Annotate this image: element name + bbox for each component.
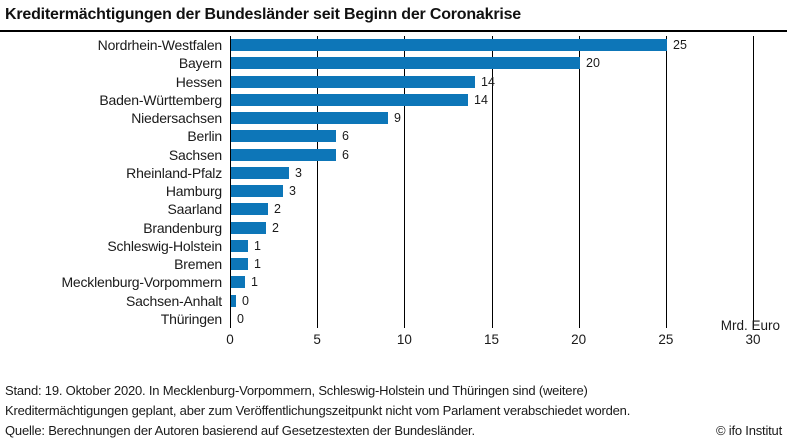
category-label: Berlin (187, 128, 222, 145)
value-label: 14 (474, 92, 488, 107)
x-tick-label-30: 30 (745, 332, 761, 347)
gridline-x-15 (491, 36, 493, 328)
bar-schleswig-holstein (231, 239, 248, 252)
bar-rheinland-pfalz (231, 166, 289, 179)
gridline-x-10 (404, 36, 406, 328)
category-label: Baden-Württemberg (99, 91, 222, 108)
value-label: 9 (394, 111, 401, 125)
category-label: Hamburg (165, 183, 222, 199)
bar-hamburg (231, 185, 283, 198)
category-label: Niedersachsen (131, 110, 222, 126)
x-axis-unit-label: Mrd. Euro (720, 318, 780, 333)
category-label: Mecklenburg-Vorpommern (61, 274, 222, 291)
x-tick-label-20: 20 (571, 332, 587, 347)
category-label: Bayern (178, 55, 222, 72)
source-note: Quelle: Berechnungen der Autoren basiere… (5, 423, 475, 438)
bar-saarland (231, 203, 268, 216)
bar-sachsen (231, 148, 336, 161)
value-label: 3 (289, 184, 296, 198)
gridline-x-25 (665, 36, 667, 328)
x-tick-label-10: 10 (396, 332, 412, 347)
value-label: 2 (272, 220, 279, 235)
chart-title: Kreditermächtigungen der Bundesländer se… (5, 6, 522, 23)
x-tick-label-5: 5 (313, 332, 321, 347)
bar-bayern (231, 57, 580, 70)
gridline-x-20 (578, 36, 580, 328)
category-label: Sachsen-Anhalt (125, 292, 222, 309)
gridline-x-0 (230, 36, 231, 328)
category-label: Thüringen (160, 310, 222, 327)
value-label: 3 (295, 165, 302, 180)
gridline-x-5 (317, 36, 319, 328)
bar-hessen (231, 75, 475, 88)
x-tick-label-15: 15 (483, 332, 500, 347)
copyright-credit: © ifo Institut (715, 423, 782, 438)
value-label: 1 (251, 275, 258, 290)
value-label: 6 (342, 147, 349, 162)
bar-brandenburg (231, 221, 266, 234)
category-label: Bremen (174, 256, 222, 272)
title-divider (0, 30, 787, 32)
x-tick-label-25: 25 (658, 332, 674, 347)
value-label: 2 (274, 202, 281, 217)
category-label: Hessen (175, 73, 222, 90)
bar-nordrhein-westfalen (231, 39, 667, 52)
value-label: 0 (237, 311, 244, 326)
value-label: 14 (481, 74, 495, 89)
value-label: 25 (673, 38, 687, 52)
value-label: 0 (242, 293, 249, 308)
value-label: 1 (254, 238, 261, 253)
footnote-line-1: Stand: 19. Oktober 2020. In Mecklenburg-… (5, 383, 588, 398)
footnote: Stand: 19. Oktober 2020. In Mecklenburg-… (5, 381, 782, 441)
bar-niedersachsen (231, 112, 388, 125)
category-label: Schleswig-Holstein (107, 237, 222, 254)
gridline-x-30 (753, 36, 754, 328)
bar-sachsen-anhalt (231, 294, 236, 307)
footnote-line-2: Kreditermächtigungen geplant, aber zum V… (5, 403, 631, 418)
bar-berlin (231, 130, 336, 143)
category-label: Rheinland-Pfalz (126, 164, 222, 181)
value-label: 1 (254, 257, 261, 271)
category-label: Saarland (167, 201, 223, 218)
value-label: 6 (342, 129, 349, 144)
bar-chart: 0 5 10 15 20 25 30 Nordrhein-Westfalen 25 Bayern 2… (0, 36, 787, 347)
value-label: 20 (586, 56, 600, 71)
bar-baden-württemberg (231, 93, 468, 106)
bar-bremen (231, 258, 248, 271)
x-tick-label-0: 0 (226, 332, 234, 347)
bar-mecklenburg-vorpommern (231, 276, 245, 289)
category-label: Sachsen (168, 146, 222, 163)
category-label: Brandenburg (143, 219, 222, 236)
category-label: Nordrhein-Westfalen (97, 37, 223, 53)
